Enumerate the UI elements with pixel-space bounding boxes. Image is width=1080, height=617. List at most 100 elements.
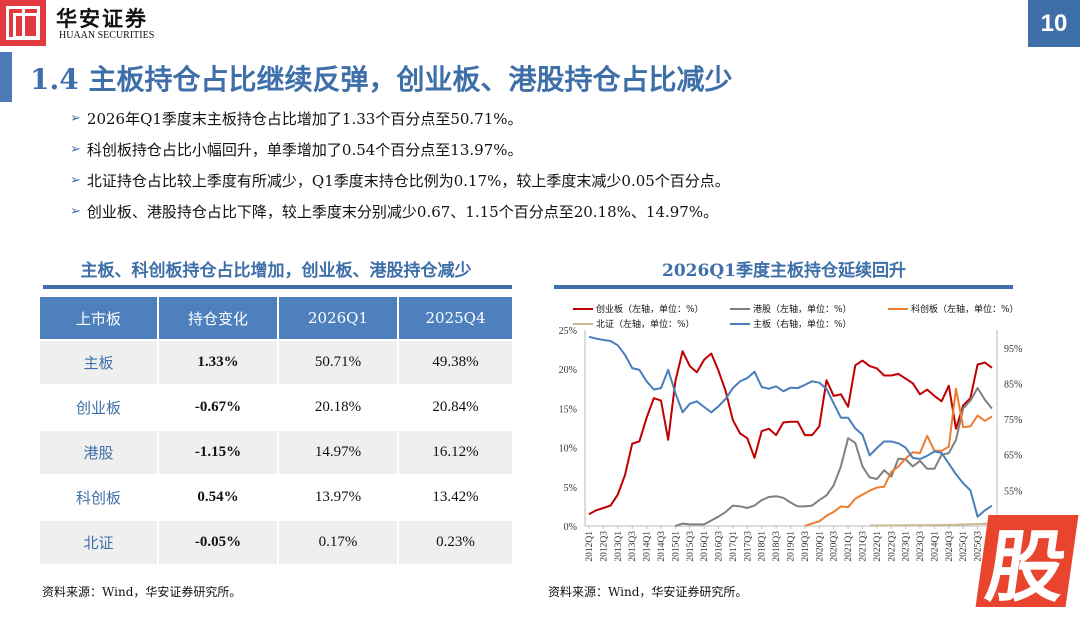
value-cell: 49.38%	[397, 339, 514, 386]
legend-item: 科创板（左轴，单位：%）	[888, 302, 1019, 315]
bullet-text: 北证持仓占比较上季度有所减少，Q1季度末持仓比例为0.17%，较上季度末减少0.…	[86, 172, 730, 190]
change-cell: -0.67%	[157, 384, 279, 431]
legend-swatch	[573, 307, 593, 310]
x-tick-label: 2018Q1	[758, 531, 768, 562]
bullet-item: ➢ 2026年Q1季度末主板持仓占比增加了1.33个百分点至50.71%。	[70, 108, 523, 129]
board-name: 创业板	[38, 384, 159, 431]
bullet-text: 2026年Q1季度末主板持仓占比增加了1.33个百分点至50.71%。	[86, 110, 523, 128]
board-name: 北证	[38, 519, 159, 566]
x-tick-label: 2020Q1	[815, 531, 825, 562]
page-number: 10	[1028, 0, 1080, 47]
x-tick-label: 2022Q3	[887, 531, 897, 562]
x-tick-label: 2019Q3	[801, 531, 811, 562]
x-tick-label: 2012Q1	[585, 531, 595, 562]
legend-swatch	[730, 322, 750, 325]
chart-title: 2026Q1季度主板持仓延续回升	[662, 261, 906, 281]
bullet-text: 科创板持仓占比小幅回升，单季增加了0.54个百分点至13.97%。	[86, 141, 523, 159]
header-2025q4: 2025Q4	[397, 295, 514, 341]
legend-swatch	[573, 322, 593, 325]
bullet-text: 创业板、港股持仓占比下降，较上季度末分别减少0.67、1.15个百分点至20.1…	[86, 203, 719, 221]
legend-item: 北证（左轴，单位：%）	[573, 317, 695, 330]
x-tick-label: 2016Q1	[700, 531, 710, 562]
brand-name: 华安证券	[56, 6, 148, 31]
x-tick-label: 2012Q3	[599, 531, 609, 562]
huaan-logo	[0, 0, 46, 46]
value-cell: 50.71%	[277, 339, 399, 386]
title-accent-bar	[0, 52, 12, 102]
value-cell: 16.12%	[397, 429, 514, 476]
board-name: 港股	[38, 429, 159, 476]
series-line	[675, 387, 993, 527]
bullet-item: ➢ 科创板持仓占比小幅回升，单季增加了0.54个百分点至13.97%。	[70, 139, 523, 160]
arrow-bullet-icon: ➢	[70, 111, 81, 126]
x-tick-label: 2014Q3	[657, 531, 667, 562]
value-cell: 14.97%	[277, 429, 399, 476]
x-tick-label: 2014Q1	[643, 531, 653, 562]
change-cell: -0.05%	[157, 519, 279, 566]
header-2026q1: 2026Q1	[277, 295, 399, 341]
right-tick-label: 65%	[1004, 451, 1022, 462]
table-title: 主板、科创板持仓占比增加，创业板、港股持仓减少	[80, 261, 472, 281]
right-tick-label: 95%	[1004, 344, 1022, 355]
watermark-logo: 股	[975, 515, 1079, 613]
series-line	[869, 522, 1000, 527]
legend-item: 创业板（左轴，单位：%）	[573, 302, 704, 315]
series-line	[588, 335, 993, 518]
x-tick-label: 2019Q1	[787, 531, 797, 562]
x-tick-label: 2017Q3	[743, 531, 753, 562]
left-tick-label: 25%	[559, 326, 577, 337]
chart-title-underline	[554, 285, 1013, 289]
x-tick-label: 2025Q3	[974, 531, 984, 562]
series-line	[588, 350, 993, 516]
change-cell: -1.15%	[157, 429, 279, 476]
table-source: 资料来源：Wind，华安证券研究所。	[42, 585, 242, 599]
arrow-bullet-icon: ➢	[70, 173, 81, 188]
value-cell: 13.97%	[277, 474, 399, 521]
x-tick-label: 2013Q1	[614, 531, 624, 562]
legend-swatch	[730, 307, 750, 310]
change-cell: 1.33%	[157, 339, 279, 386]
legend-label: 北证（左轴，单位：%）	[596, 320, 695, 330]
x-tick-label: 2015Q1	[671, 531, 681, 562]
board-name: 主板	[38, 339, 159, 386]
left-tick-label: 0%	[564, 522, 577, 533]
left-tick-label: 20%	[559, 365, 577, 376]
left-tick-label: 15%	[559, 404, 577, 415]
value-cell: 20.18%	[277, 384, 399, 431]
legend-item: 主板（右轴，单位：%）	[730, 317, 852, 330]
legend-label: 科创板（左轴，单位：%）	[911, 305, 1019, 315]
brand-name-en: HUAAN SECURITIES	[59, 30, 155, 41]
x-tick-label: 2013Q3	[628, 531, 638, 562]
x-tick-label: 2023Q1	[902, 531, 912, 562]
x-tick-label: 2017Q1	[729, 531, 739, 562]
x-tick-label: 2018Q3	[772, 531, 782, 562]
arrow-bullet-icon: ➢	[70, 204, 81, 219]
value-cell: 0.23%	[397, 519, 514, 566]
right-tick-label: 85%	[1004, 379, 1022, 390]
table-row: 主板 1.33% 50.71% 49.38%	[38, 339, 514, 386]
header-board: 上市板	[38, 295, 159, 341]
table-row: 北证 -0.05% 0.17% 0.23%	[38, 519, 514, 566]
legend-swatch	[888, 307, 908, 310]
header-change: 持仓变化	[157, 295, 279, 341]
legend-label: 港股（左轴，单位：%）	[753, 305, 852, 315]
change-cell: 0.54%	[157, 474, 279, 521]
series-line	[804, 387, 993, 527]
x-tick-label: 2015Q3	[686, 531, 696, 562]
value-cell: 13.42%	[397, 474, 514, 521]
left-tick-label: 5%	[564, 483, 577, 494]
table-header-row: 上市板 持仓变化 2026Q1 2025Q4	[38, 295, 514, 341]
x-tick-label: 2021Q3	[858, 531, 868, 562]
bullet-item: ➢ 北证持仓占比较上季度有所减少，Q1季度末持仓比例为0.17%，较上季度末减少0…	[70, 170, 730, 191]
legend-item: 港股（左轴，单位：%）	[730, 302, 852, 315]
x-tick-label: 2016Q3	[715, 531, 725, 562]
x-tick-label: 2020Q3	[830, 531, 840, 562]
x-tick-label: 2022Q1	[873, 531, 883, 562]
x-tick-label: 2024Q1	[930, 531, 940, 562]
legend-label: 创业板（左轴，单位：%）	[596, 305, 704, 315]
x-tick-label: 2023Q3	[916, 531, 926, 562]
table-title-underline	[43, 285, 512, 289]
right-tick-label: 55%	[1004, 486, 1022, 497]
table-row: 创业板 -0.67% 20.18% 20.84%	[38, 384, 514, 431]
